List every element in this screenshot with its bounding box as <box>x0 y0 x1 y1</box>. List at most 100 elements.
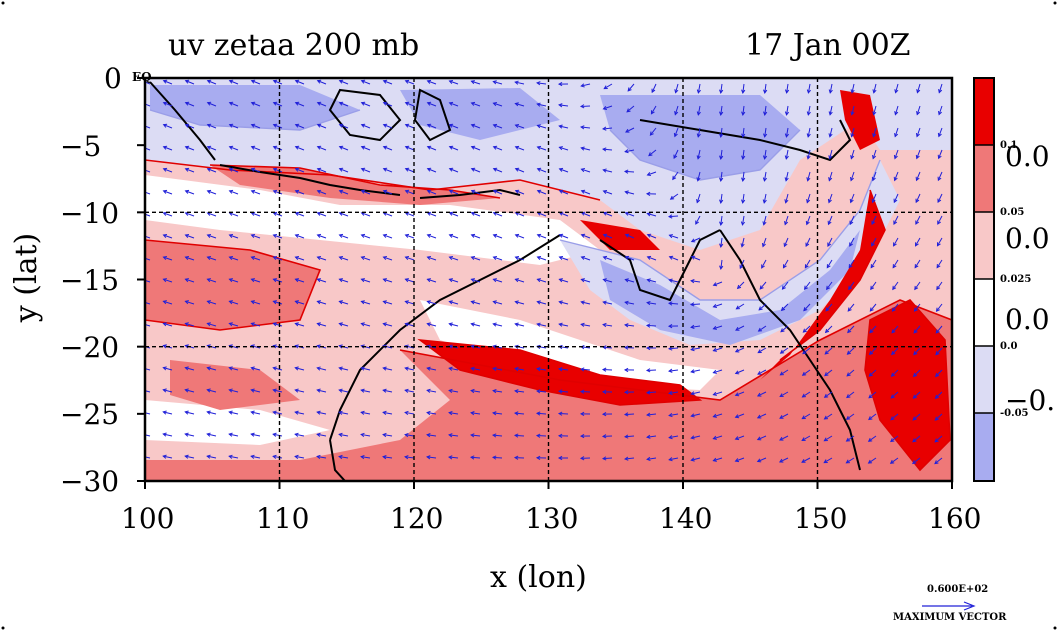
wind-vector <box>163 80 173 85</box>
wind-vector <box>669 234 679 239</box>
wind-vector <box>471 434 481 437</box>
wind-vector <box>273 411 283 415</box>
wind-vector-head <box>513 433 519 438</box>
wind-vector <box>405 323 415 327</box>
wind-vector <box>273 102 283 107</box>
wind-vector <box>207 411 217 415</box>
wind-vector <box>492 456 503 459</box>
wind-vector-head <box>272 454 277 459</box>
wind-vector <box>915 215 921 225</box>
wind-vector <box>493 367 503 371</box>
wind-vector <box>938 83 943 93</box>
wind-vector-head <box>162 322 167 327</box>
wind-vector <box>207 278 217 283</box>
wind-vector <box>851 127 855 137</box>
wind-vector-head <box>741 133 746 138</box>
wind-vector-head <box>558 233 564 238</box>
y-tick-label: −25 <box>60 398 120 431</box>
wind-vector <box>163 146 173 151</box>
wind-vector-head <box>602 278 607 283</box>
wind-vector-head <box>360 145 366 150</box>
wind-vector <box>916 149 921 159</box>
x-tick-label: 140 <box>659 502 713 535</box>
wind-vector <box>713 457 723 462</box>
wind-vector <box>779 413 789 419</box>
wind-vector <box>691 435 701 439</box>
wind-vector-head <box>426 300 431 305</box>
wind-vector <box>758 325 767 332</box>
wind-vector <box>559 190 569 195</box>
wind-vector-head <box>673 154 678 160</box>
wind-vector-head <box>645 368 651 373</box>
wind-vector <box>163 212 173 217</box>
wind-vector-head <box>184 79 190 84</box>
wind-vector-head <box>915 198 920 204</box>
wind-vector-head <box>162 366 167 371</box>
wind-vector <box>207 433 217 437</box>
wind-vector <box>669 457 679 461</box>
wind-vector <box>785 171 789 181</box>
wind-vector <box>405 300 415 305</box>
wind-vector-head <box>316 123 322 128</box>
wind-vector <box>207 256 217 261</box>
wind-vector <box>935 391 943 399</box>
wind-vector-head <box>250 300 255 305</box>
wind-vector <box>273 124 283 129</box>
wind-vector-head <box>913 329 918 334</box>
wind-vector-head <box>492 366 497 371</box>
wind-vector-head <box>826 285 831 291</box>
wind-vector <box>697 83 701 93</box>
wind-vector <box>697 149 701 159</box>
wind-vector <box>713 303 723 308</box>
wind-vector <box>471 256 481 261</box>
wind-vector-head <box>536 278 541 283</box>
wind-vector <box>627 83 635 92</box>
wind-vector <box>361 389 371 393</box>
wind-vector-head <box>847 329 852 334</box>
wind-vector-head <box>228 189 234 194</box>
wind-vector <box>493 278 503 283</box>
wind-vector-head <box>890 438 895 443</box>
wind-vector <box>273 278 283 283</box>
wind-vector <box>868 435 877 442</box>
y-tick-label: −5 <box>60 130 102 163</box>
neutral-band-3 <box>145 400 330 445</box>
negative-arc-core <box>600 230 860 345</box>
wind-vector-head <box>763 133 768 138</box>
wind-vector-head <box>228 322 233 327</box>
wind-vector-head <box>623 412 629 417</box>
wind-vector-head <box>741 199 746 204</box>
wind-vector-head <box>557 433 563 438</box>
wind-vector-head <box>712 413 717 418</box>
wind-vector <box>603 212 613 217</box>
wind-vector-head <box>206 366 211 371</box>
wind-vector <box>470 456 481 459</box>
wind-vector <box>317 411 327 415</box>
wind-vector <box>779 391 789 397</box>
wind-vector-head <box>162 123 168 128</box>
wind-vector <box>915 193 921 203</box>
wind-vector-head <box>272 123 278 128</box>
wind-vector <box>251 433 261 437</box>
wind-vector-head <box>646 300 651 306</box>
wind-vector <box>229 345 239 349</box>
wind-vector <box>801 435 811 441</box>
neutral-band-1 <box>145 175 600 265</box>
wind-vector <box>449 301 459 305</box>
wind-vector-head <box>228 432 233 437</box>
wind-vector-head <box>294 233 300 238</box>
wind-vector <box>427 412 437 415</box>
wind-vector <box>229 300 239 305</box>
wind-vector-head <box>294 432 299 437</box>
wind-vector-head <box>712 457 717 462</box>
coast-east-australia <box>719 229 861 471</box>
wind-vector <box>295 102 305 107</box>
wind-vector-head <box>448 101 454 106</box>
wind-vector <box>251 146 261 151</box>
wind-vector-head <box>338 167 344 172</box>
wind-vector <box>668 302 679 305</box>
wind-vector-head <box>426 410 431 416</box>
wind-vector <box>786 105 789 115</box>
wind-vector <box>581 147 591 151</box>
